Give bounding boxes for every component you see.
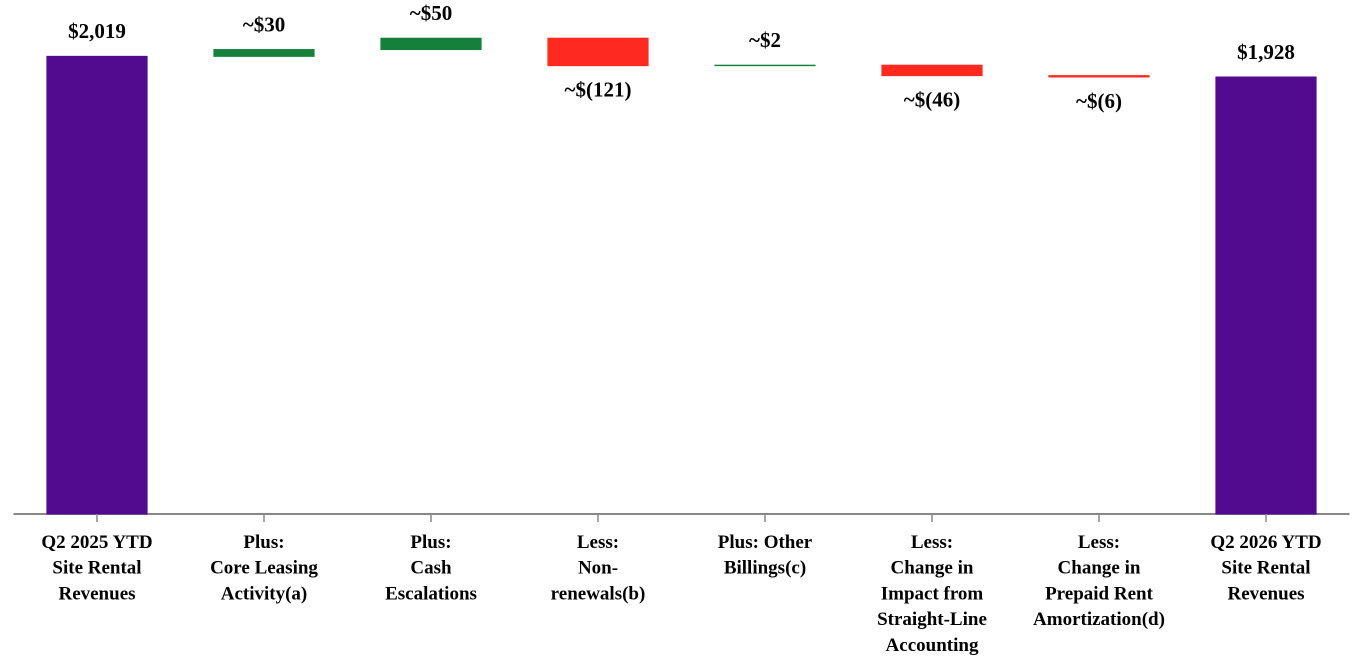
x-tick-label: Q2 2026 YTD Site Rental Revenues <box>1210 532 1321 604</box>
x-tick-label-line: Change in <box>1058 558 1141 579</box>
value-label: $1,928 <box>1237 40 1295 64</box>
x-tick-label-line: Less: <box>1078 532 1120 553</box>
x-tick-label-line: Q2 2025 YTD <box>41 532 152 553</box>
bar <box>1215 76 1317 515</box>
x-tick-label-line: Less: <box>577 532 619 553</box>
x-tick-label-line: Amortization(d) <box>1033 609 1165 630</box>
x-tick-label-line: Q2 2026 YTD <box>1210 532 1321 553</box>
x-tick-label-line: Less: <box>911 532 953 553</box>
x-tick-label-line: Escalations <box>385 584 477 605</box>
x-tick-label-line: Revenues <box>58 584 135 605</box>
value-label: ~$(6) <box>1076 89 1122 113</box>
x-tick-label-line: Cash <box>410 558 452 579</box>
x-tick-label-line: Non- <box>578 558 618 579</box>
x-tick-label: Plus: Core Leasing Activity(a) <box>210 532 318 604</box>
value-label: ~$50 <box>410 1 452 25</box>
x-tick-label-line: Billings(c) <box>724 558 806 579</box>
x-tick-label: Q2 2025 YTD Site Rental Revenues <box>41 532 152 604</box>
x-tick-label-line: Impact from <box>881 584 984 605</box>
x-tick-label-line: Plus: Other <box>718 532 813 553</box>
x-tick-label: Less: Non-renewals(b) <box>551 532 646 604</box>
bar <box>46 55 148 515</box>
x-tick-label-line: Plus: <box>410 532 451 553</box>
x-tick-label: Plus: Cash Escalations <box>385 532 477 604</box>
value-label: ~$30 <box>243 12 285 36</box>
x-tick-label-line: Straight-Line <box>877 609 987 630</box>
bar <box>881 64 983 77</box>
bar <box>380 37 482 51</box>
x-tick-label-line: Activity(a) <box>221 584 308 605</box>
x-tick-label-line: Prepaid Rent <box>1045 584 1154 605</box>
x-tick-label-line: Accounting <box>886 635 979 656</box>
bar <box>213 49 315 57</box>
x-tick-label-line: Site Rental <box>52 558 141 579</box>
x-tick-label-line: Site Rental <box>1221 558 1310 579</box>
x-tick-label-line: renewals(b) <box>551 584 646 605</box>
x-tick-label-line: Plus: <box>243 532 284 553</box>
bar <box>1048 75 1150 78</box>
x-tick-label-line: Core Leasing <box>210 558 318 579</box>
bar <box>547 37 649 67</box>
value-label: ~$(46) <box>904 87 960 111</box>
x-tick-label: Less: Change in Prepaid Rent Amortization(d… <box>1033 532 1165 630</box>
value-label: ~$2 <box>749 28 781 52</box>
x-tick-label-line: Revenues <box>1227 584 1304 605</box>
x-tick-label: Plus: Other Billings(c) <box>718 532 813 579</box>
x-tick-label-line: Change in <box>891 558 974 579</box>
x-tick-label: Less: Change in Impact from Straight-Line Ac… <box>877 532 987 656</box>
value-label: $2,019 <box>68 19 126 43</box>
value-label: ~$(121) <box>565 77 632 101</box>
